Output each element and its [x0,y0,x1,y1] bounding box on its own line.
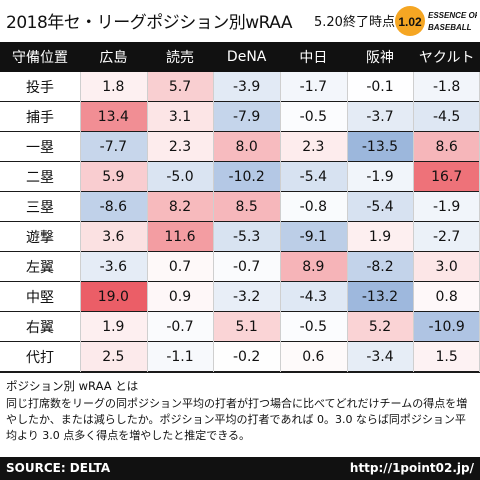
data-cell: 8.2 [146,192,214,222]
data-cell: 0.6 [280,342,347,372]
data-cell: 8.5 [213,192,280,222]
row-label: 代打 [0,342,80,372]
data-cell: 1.9 [80,312,147,342]
data-cell: 8.6 [413,132,480,162]
data-cell: -3.7 [346,102,414,132]
data-cell: -0.7 [146,312,214,342]
data-cell: 2.3 [146,132,214,162]
data-cell: 19.0 [80,282,147,312]
data-cell: 5.1 [213,312,280,342]
data-cell: 16.7 [413,162,480,192]
data-cell: -3.9 [213,72,280,102]
data-cell: -7.9 [213,102,280,132]
data-cell: -5.4 [280,162,347,192]
data-cell: -5.3 [213,222,280,252]
data-cell: 0.7 [146,252,214,282]
data-cell: 2.3 [280,132,347,162]
data-cell: 1.8 [80,72,147,102]
data-cell: 8.9 [280,252,347,282]
data-cell: 8.0 [213,132,280,162]
data-cell: -0.7 [213,252,280,282]
note-section: ポジション別 wRAA とは 同じ打席数をリーグの同ポジション平均の打者が打つ場… [6,378,474,444]
data-cell: -4.5 [413,102,480,132]
column-divider [80,72,81,372]
data-cell: -3.4 [346,342,414,372]
row-label: 遊撃 [0,222,80,252]
column-divider [280,72,281,372]
column-divider [146,72,148,372]
corner-header: 守備位置 [0,42,80,72]
data-cell: -9.1 [280,222,347,252]
data-cell: -1.9 [346,162,414,192]
wraa-table: 守備位置 広島 読売 DeNA 中日 阪神 ヤクルト投手 1.8 5.7 -3.9 -1.7 -0.1… [0,42,480,373]
data-cell: -0.8 [280,192,347,222]
logo-line2: BASEBALL [428,23,472,32]
data-cell: -0.2 [213,342,280,372]
row-label: 中堅 [0,282,80,312]
column-divider [213,72,215,372]
note-text: 同じ打席数をリーグの同ポジション平均の打者が打つ場合に比べてどれだけチームの得点… [6,397,468,442]
data-cell: -1.9 [413,192,480,222]
column-header: DeNA [213,42,280,72]
data-cell: 3.6 [80,222,147,252]
chart-title: 2018年セ・リーグポジション別wRAA [6,13,293,33]
data-cell: -5.4 [346,192,414,222]
data-cell: -2.7 [413,222,480,252]
data-cell: -8.2 [346,252,414,282]
essence-of-baseball-logo: 1.02 ESSENCE OF BASEBALL [395,6,477,36]
row-label: 二塁 [0,162,80,192]
data-cell: -1.8 [413,72,480,102]
data-cell: 5.9 [80,162,147,192]
column-divider [413,72,415,372]
data-cell: 0.8 [413,282,480,312]
data-cell: 1.5 [413,342,480,372]
data-cell: -5.0 [146,162,214,192]
data-cell: -0.5 [280,102,347,132]
data-cell: -3.6 [80,252,147,282]
row-divider [0,371,480,373]
logo-number: 1.02 [398,15,422,29]
data-cell: 2.5 [80,342,147,372]
footer-bar: SOURCE: DELTA http://1point02.jp/ [0,457,480,480]
column-divider [346,72,348,372]
column-header: 中日 [280,42,347,72]
data-cell: -0.1 [346,72,414,102]
data-cell: 11.6 [146,222,214,252]
data-cell: -1.7 [280,72,347,102]
source-label: SOURCE: DELTA [6,461,111,475]
site-url: http://1point02.jp/ [349,461,474,475]
data-cell: 3.1 [146,102,214,132]
data-cell: 5.7 [146,72,214,102]
data-cell: -10.9 [413,312,480,342]
chart-subtitle: 5.20終了時点 [314,15,395,30]
data-cell: 13.4 [80,102,147,132]
data-cell: -1.1 [146,342,214,372]
column-header: ヤクルト [413,42,480,72]
logo-line1: ESSENCE OF [428,11,477,20]
row-label: 投手 [0,72,80,102]
data-cell: -13.5 [346,132,414,162]
data-cell: 0.9 [146,282,214,312]
data-cell: -4.3 [280,282,347,312]
note-heading: ポジション別 wRAA とは [6,379,139,393]
title-bar: 2018年セ・リーグポジション別wRAA 5.20終了時点 1.02 ESSEN… [0,0,480,42]
data-cell: -10.2 [213,162,280,192]
data-cell: 5.2 [346,312,414,342]
row-label: 右翼 [0,312,80,342]
column-header: 広島 [80,42,147,72]
data-cell: -13.2 [346,282,414,312]
column-header: 読売 [146,42,214,72]
data-cell: 3.0 [413,252,480,282]
data-cell: 1.9 [346,222,414,252]
column-header: 阪神 [346,42,414,72]
data-cell: -3.2 [213,282,280,312]
data-cell: -7.7 [80,132,147,162]
row-label: 一塁 [0,132,80,162]
row-label: 捕手 [0,102,80,132]
data-cell: -8.6 [80,192,147,222]
row-label: 三塁 [0,192,80,222]
row-label: 左翼 [0,252,80,282]
data-cell: -0.5 [280,312,347,342]
